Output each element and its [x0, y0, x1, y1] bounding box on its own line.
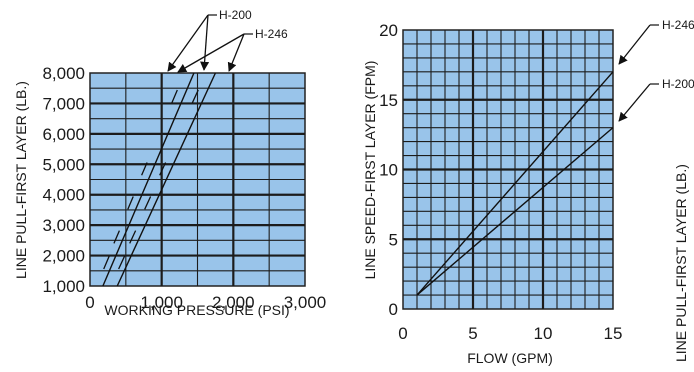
y-tick-label: 0 [389, 300, 398, 319]
partial-y-axis-label: LINE PULL-FIRST LAYER (LB.) [673, 164, 689, 362]
series-line-h-246 [116, 72, 217, 287]
x-tick-label: 2,000 [212, 293, 255, 312]
annotation-arrow [618, 83, 651, 122]
x-tick-label: 5 [468, 324, 477, 343]
y-tick-label: 3,000 [42, 216, 85, 235]
x-tick-label: 0 [85, 293, 94, 312]
annotation-arrow [177, 33, 245, 73]
series-dash-mark [141, 162, 148, 176]
annotation-h-246: H-246 [662, 18, 694, 32]
series-dash-mark [144, 196, 152, 210]
annotation-h-200: H-200 [662, 77, 694, 91]
right-x-axis-label: FLOW (GPM) [467, 350, 553, 366]
y-tick-label: 10 [379, 161, 398, 180]
series-dash-mark [118, 255, 126, 270]
series-line-h-200 [102, 72, 195, 287]
annotation-h-200: H-200 [219, 8, 252, 22]
y-tick-label: 5,000 [42, 155, 85, 174]
series-dash-mark [103, 255, 110, 270]
right-series [416, 71, 614, 296]
series-line-h-200 [416, 127, 614, 296]
series-dash-mark [113, 230, 120, 244]
x-tick-label: 0 [398, 324, 407, 343]
series-line-h-246 [416, 71, 614, 296]
right-chart: 0 5 10 15 0 5 10 15 20 H-246 H-200 FLOW (GPM) LIN… [362, 18, 694, 366]
left-series [102, 72, 217, 287]
y-tick-label: 1,000 [42, 277, 85, 296]
annotation-arrow [618, 24, 651, 65]
x-tick-label: 15 [604, 324, 623, 343]
annotation-arrow [167, 14, 209, 72]
y-tick-label: 8,000 [42, 64, 85, 83]
x-tick-label: 1,000 [140, 293, 183, 312]
series-dash-mark [127, 196, 134, 210]
series-dash-mark [159, 162, 167, 176]
right-grid [403, 30, 613, 309]
annotation-arrow [200, 14, 210, 71]
y-tick-label: 6,000 [42, 125, 85, 144]
left-y-axis-label: LINE PULL-FIRST LAYER (LB.) [13, 81, 29, 279]
left-grid [90, 73, 305, 286]
y-tick-label: 15 [379, 91, 398, 110]
y-tick-label: 5 [389, 230, 398, 249]
y-tick-label: 2,000 [42, 247, 85, 266]
series-dash-mark [191, 89, 199, 104]
series-dash-mark [129, 230, 137, 244]
annotation-arrow [227, 33, 245, 72]
left-x-axis-label: WORKING PRESSURE (PSI) [104, 302, 289, 318]
x-tick-label: 3,000 [284, 293, 327, 312]
left-tick-labels: 0 1,000 2,000 3,0001,0002,0003,0004,0005,00… [42, 64, 326, 312]
x-tick-label: 10 [534, 324, 553, 343]
y-tick-label: 4,000 [42, 186, 85, 205]
series-dash-mark [171, 89, 178, 104]
y-tick-label: 7,000 [42, 94, 85, 113]
right-annotations: H-246 H-200 [618, 18, 694, 122]
annotation-h-246: H-246 [255, 27, 288, 41]
left-chart: 0 1,000 2,000 3,0001,0002,0003,0004,0005,00… [13, 8, 326, 318]
y-tick-label: 20 [379, 21, 398, 40]
right-y-axis-label: LINE SPEED-FIRST LAYER (FPM) [362, 61, 378, 280]
right-tick-labels: 0 5 10 15 0 5 10 15 20 [379, 21, 622, 343]
